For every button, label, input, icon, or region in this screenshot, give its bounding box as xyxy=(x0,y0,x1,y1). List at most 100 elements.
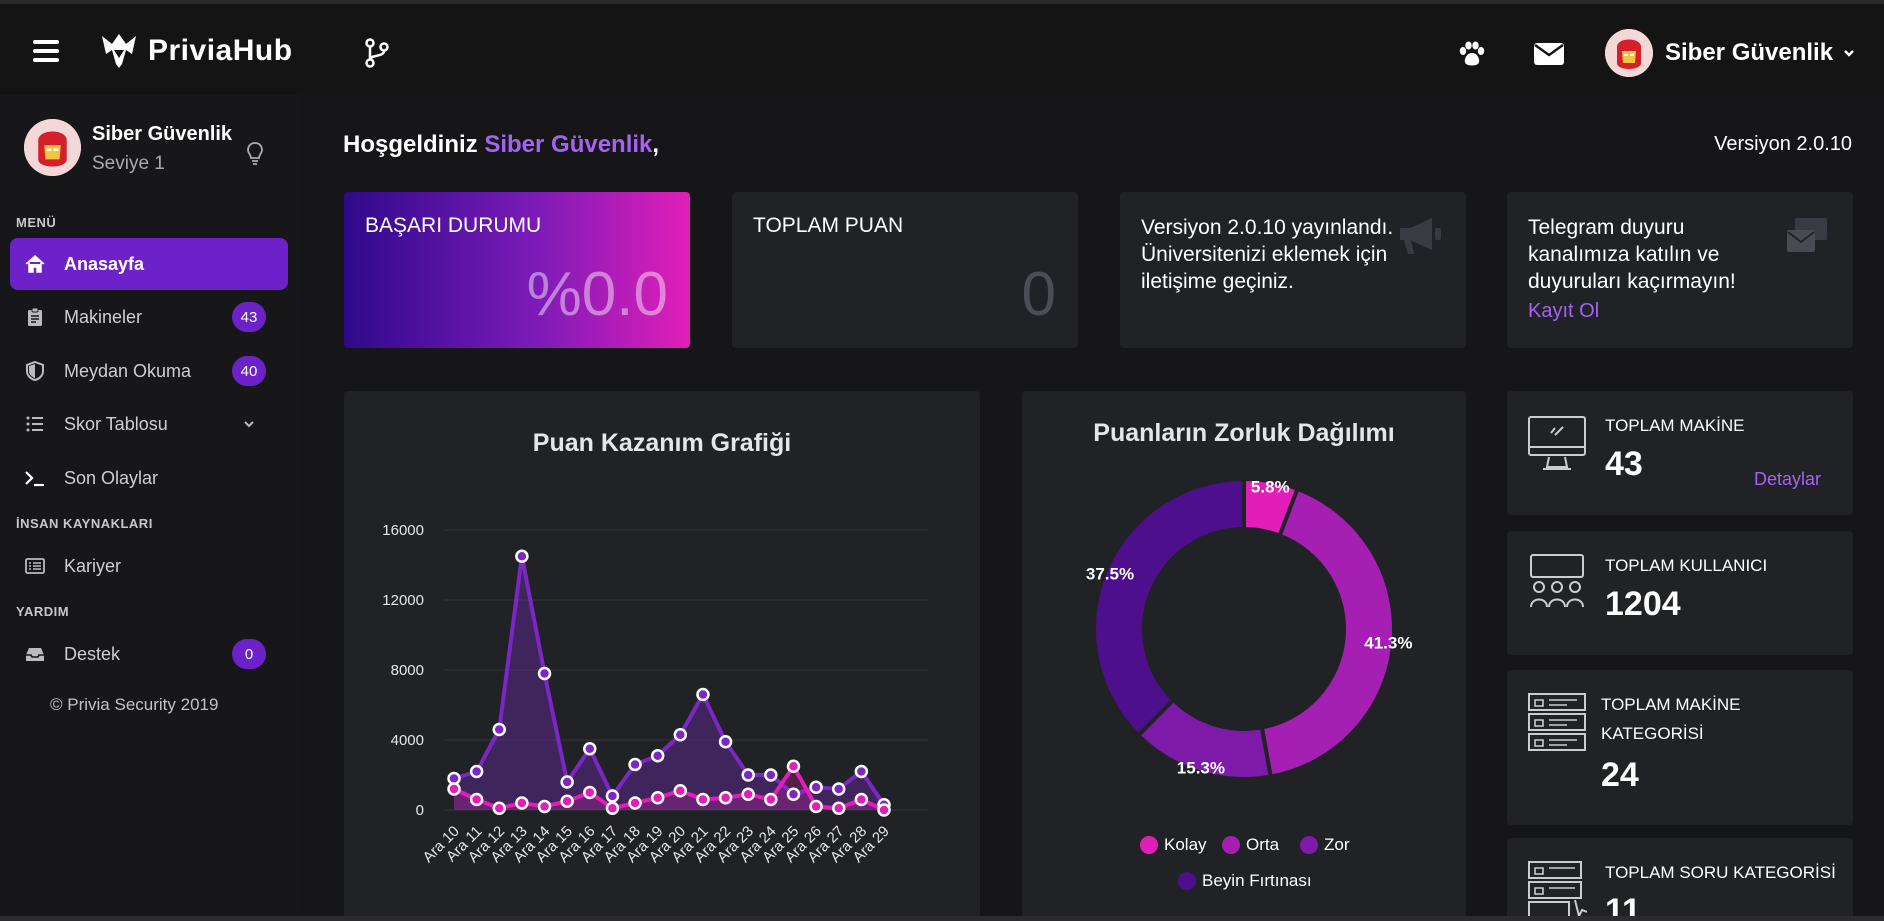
copyright: © Privia Security 2019 xyxy=(50,695,219,714)
sidebar-item-challenge[interactable]: Meydan Okuma 40 xyxy=(10,345,288,397)
announcement-text: Versiyon 2.0.10 yayınlandı. Üniversiteni… xyxy=(1141,216,1394,293)
legend-dot xyxy=(1300,836,1318,854)
data-point[interactable] xyxy=(696,687,710,702)
data-point[interactable] xyxy=(492,801,507,815)
lightbulb-icon[interactable] xyxy=(246,141,264,165)
stat-label: TOPLAM MAKİNE KATEGORİSİ xyxy=(1601,690,1741,748)
user-menu[interactable]: Siber Güvenlik xyxy=(1605,28,1855,78)
welcome-prefix: Hoşgeldiniz xyxy=(343,131,485,158)
version-label: Versiyon 2.0.10 xyxy=(1714,133,1852,155)
mail-icon[interactable] xyxy=(1534,43,1564,65)
data-point[interactable] xyxy=(492,722,507,737)
register-link[interactable]: Kayıt Ol xyxy=(1528,300,1600,322)
stat-label: TOPLAM MAKİNE xyxy=(1605,416,1745,435)
welcome-user-name: Siber Güvenlik xyxy=(484,131,653,158)
data-point[interactable] xyxy=(583,742,597,756)
data-point[interactable] xyxy=(809,799,823,814)
data-point[interactable] xyxy=(650,791,665,805)
document-list-icon xyxy=(25,558,45,574)
data-point[interactable] xyxy=(673,728,688,742)
inbox-icon xyxy=(26,648,44,661)
y-tick-label: 8000 xyxy=(391,662,424,679)
legend-dot xyxy=(1140,836,1158,854)
data-point[interactable] xyxy=(537,799,552,814)
points-title: TOPLAM PUAN xyxy=(753,214,904,237)
sidebar-item-label: Makineler xyxy=(64,306,143,327)
legend-item-kolay[interactable]: Kolay xyxy=(1140,835,1207,855)
chevron-down-icon xyxy=(244,421,254,428)
success-status-card: BAŞARI DURUMU %0.0 xyxy=(344,192,690,348)
megaphone-icon xyxy=(1400,218,1441,254)
legend-item-beyin-firtinasi[interactable]: Beyin Fırtınası xyxy=(1178,871,1312,891)
data-point[interactable] xyxy=(786,787,801,801)
data-point[interactable] xyxy=(650,749,665,763)
data-point[interactable] xyxy=(628,757,642,772)
sidebar-item-scoreboard[interactable]: Skor Tablosu xyxy=(10,398,288,450)
section-label-menu: MENÜ xyxy=(16,215,57,230)
paw-icon[interactable] xyxy=(1458,41,1486,67)
users-group-icon xyxy=(1530,554,1584,608)
data-point[interactable] xyxy=(537,666,552,681)
data-point[interactable] xyxy=(628,796,642,810)
privia-logo-icon xyxy=(102,34,136,68)
brand-logo[interactable]: PriviaHub xyxy=(98,28,293,74)
y-tick-label: 0 xyxy=(416,802,424,819)
sidebar-item-recent-events[interactable]: Son Olaylar xyxy=(10,452,288,504)
telegram-text: Telegram duyuru kanalımıza katılın ve du… xyxy=(1528,216,1736,293)
data-point[interactable] xyxy=(786,759,801,773)
profile-avatar[interactable] xyxy=(24,119,81,176)
data-point[interactable] xyxy=(583,785,597,800)
sidebar-item-machines[interactable]: Makineler 43 xyxy=(10,291,288,343)
welcome-suffix: , xyxy=(652,131,660,158)
data-point[interactable] xyxy=(854,764,869,779)
data-point[interactable] xyxy=(831,801,846,815)
menu-toggle-icon[interactable] xyxy=(33,40,59,62)
stat-label: TOPLAM SORU KATEGORİSİ xyxy=(1605,863,1836,882)
details-link[interactable]: Detaylar xyxy=(1753,469,1821,489)
points-value: 0 xyxy=(1021,260,1056,329)
data-point[interactable] xyxy=(764,768,778,782)
data-point[interactable] xyxy=(741,787,755,801)
sidebar-item-support[interactable]: Destek 0 xyxy=(10,628,288,680)
horizontal-scrollbar[interactable] xyxy=(0,916,1884,921)
data-point[interactable] xyxy=(673,784,688,798)
data-point[interactable] xyxy=(764,792,778,807)
chart-title: Puanların Zorluk Dağılımı xyxy=(1093,419,1395,447)
stat-label-line-1: TOPLAM MAKİNE xyxy=(1601,695,1741,714)
points-chart-card: Puan Kazanım Grafiği 0 4000 8000 12000 16000… xyxy=(344,391,980,921)
terminal-icon xyxy=(25,471,44,487)
difficulty-donut-chart: 5.8% 41.3% 15.3% 37.5% xyxy=(1086,476,1412,781)
data-point[interactable] xyxy=(469,764,484,779)
data-point[interactable] xyxy=(469,792,484,807)
data-point[interactable] xyxy=(809,780,823,794)
data-point[interactable] xyxy=(447,782,461,796)
clipboard-icon xyxy=(28,307,42,326)
data-point[interactable] xyxy=(741,768,755,782)
data-point[interactable] xyxy=(831,782,846,796)
data-point[interactable] xyxy=(718,735,733,749)
y-tick-label: 12000 xyxy=(382,592,424,609)
data-point[interactable] xyxy=(515,549,529,563)
donut-slice[interactable] xyxy=(1259,486,1396,779)
profile-level: Seviye 1 xyxy=(92,153,165,174)
data-point[interactable] xyxy=(854,792,869,807)
data-point[interactable] xyxy=(605,789,620,803)
sidebar-item-career[interactable]: Kariyer xyxy=(10,540,288,592)
legend-item-zor[interactable]: Zor xyxy=(1300,835,1350,855)
profile-name: Siber Güvenlik xyxy=(92,123,233,145)
data-point[interactable] xyxy=(718,791,733,805)
total-machine-categories-card: TOPLAM MAKİNE KATEGORİSİ 24 xyxy=(1507,670,1853,825)
data-point[interactable] xyxy=(696,792,710,807)
stat-label: TOPLAM KULLANICI xyxy=(1605,556,1768,575)
data-point[interactable] xyxy=(605,801,620,815)
donut-slice[interactable] xyxy=(1092,476,1246,739)
sidebar-item-label: Skor Tablosu xyxy=(64,413,168,434)
data-point[interactable] xyxy=(560,775,574,789)
git-branch-icon[interactable] xyxy=(364,38,390,68)
data-point[interactable] xyxy=(877,803,891,817)
data-point[interactable] xyxy=(515,796,529,810)
sidebar-item-home[interactable]: Anasayfa xyxy=(10,238,288,290)
data-point[interactable] xyxy=(560,794,574,808)
legend-item-orta[interactable]: Orta xyxy=(1222,835,1279,855)
